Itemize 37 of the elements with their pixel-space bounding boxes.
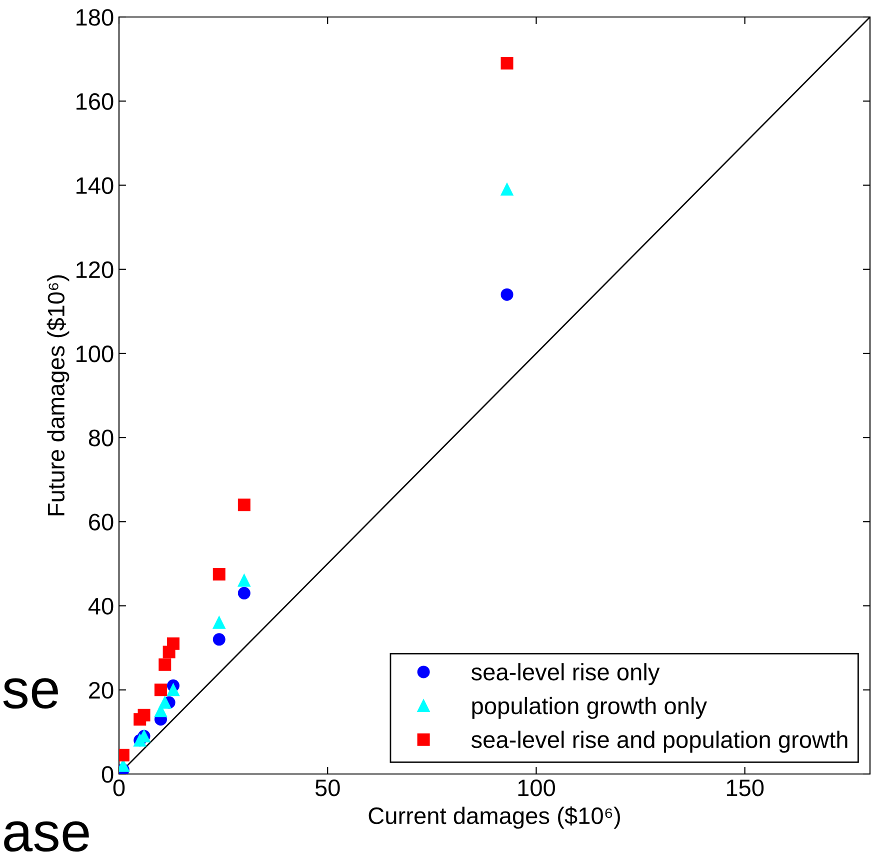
y-tick-label: 0: [102, 766, 114, 783]
x-tick-label: 150: [726, 779, 764, 796]
y-tick-label: 20: [89, 682, 114, 699]
point: [238, 586, 250, 600]
point: [166, 684, 180, 696]
y-tick-label: 180: [76, 9, 114, 26]
legend-label: sea-level rise only: [471, 663, 660, 686]
y-tick-label: 100: [76, 346, 114, 362]
y-tick-label: 160: [76, 93, 114, 110]
point: [238, 498, 250, 512]
point: [134, 713, 146, 726]
point: [162, 646, 176, 658]
y-tick-label: 120: [76, 261, 114, 278]
x-tick-label: 0: [113, 779, 125, 796]
point: [154, 684, 167, 696]
y-tick-label: 40: [88, 598, 114, 615]
y-tick-label: 60: [89, 514, 114, 530]
point: [158, 696, 172, 709]
point: [212, 616, 226, 629]
point: [158, 658, 172, 671]
text: se: [3, 678, 58, 709]
point: [238, 574, 250, 587]
legend-label: population growth only: [472, 696, 707, 719]
point: [212, 633, 226, 646]
legend-label: sea-level rise and population growth: [471, 730, 848, 753]
point: [154, 704, 167, 718]
point: [500, 183, 514, 196]
point: [212, 568, 226, 580]
point: [500, 57, 514, 70]
x-tick-label: 100: [518, 779, 555, 796]
y-axis-title: Future damages ($10⁶): [46, 275, 70, 516]
point: [500, 288, 514, 301]
text: ase: [4, 821, 89, 852]
y-tick-label: 140: [76, 177, 114, 194]
x-tick-label: 50: [315, 779, 340, 796]
y-tick-label: 80: [88, 430, 114, 446]
x-axis-title: Current damages ($10⁶): [368, 806, 620, 829]
